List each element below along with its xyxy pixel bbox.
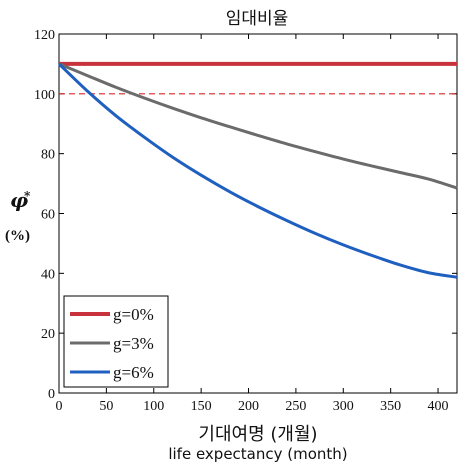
- y-axis-label-symbol: φ: [10, 188, 28, 212]
- legend-label: g=0%: [113, 305, 154, 324]
- x-tick-label: 400: [428, 399, 449, 414]
- x-tick-label: 100: [143, 399, 164, 414]
- x-tick-label: 350: [380, 399, 401, 414]
- series-line-3: [57, 62, 458, 279]
- x-tick-label: 200: [238, 399, 259, 414]
- y-axis-label: φ * (%): [5, 188, 31, 244]
- series-line-2: [58, 62, 458, 190]
- y-axis-label-unit: (%): [5, 228, 30, 244]
- y-tick-label: 60: [41, 208, 55, 223]
- y-axis-label-superscript: *: [24, 189, 31, 203]
- legend: g=0% g=3% g=6%: [63, 295, 169, 388]
- x-axis-label-korean: 기대여명 (개월): [198, 424, 317, 445]
- y-tick-label: 20: [41, 327, 55, 342]
- x-tick-label: 150: [191, 399, 212, 414]
- legend-label: g=3%: [113, 334, 154, 353]
- y-tick-label: 120: [34, 28, 55, 43]
- x-tick-label: 50: [99, 399, 113, 414]
- y-tick-label: 100: [34, 88, 55, 103]
- x-ticks: 0 50 100 150 200 250 300 350 400: [56, 34, 449, 414]
- chart-title: 임대비율: [226, 9, 289, 29]
- x-tick-label: 250: [285, 399, 306, 414]
- x-tick-label: 300: [333, 399, 354, 414]
- y-ticks: 0 20 40 60 80 100 120: [34, 28, 457, 402]
- x-tick-label: 0: [56, 399, 63, 414]
- x-axis-label-english: life expectancy (month): [168, 445, 347, 463]
- series-lines: [57, 61, 458, 279]
- y-tick-label: 80: [41, 148, 55, 163]
- y-tick-label: 0: [48, 387, 55, 402]
- y-tick-label: 40: [41, 267, 55, 282]
- legend-label: g=6%: [113, 363, 154, 382]
